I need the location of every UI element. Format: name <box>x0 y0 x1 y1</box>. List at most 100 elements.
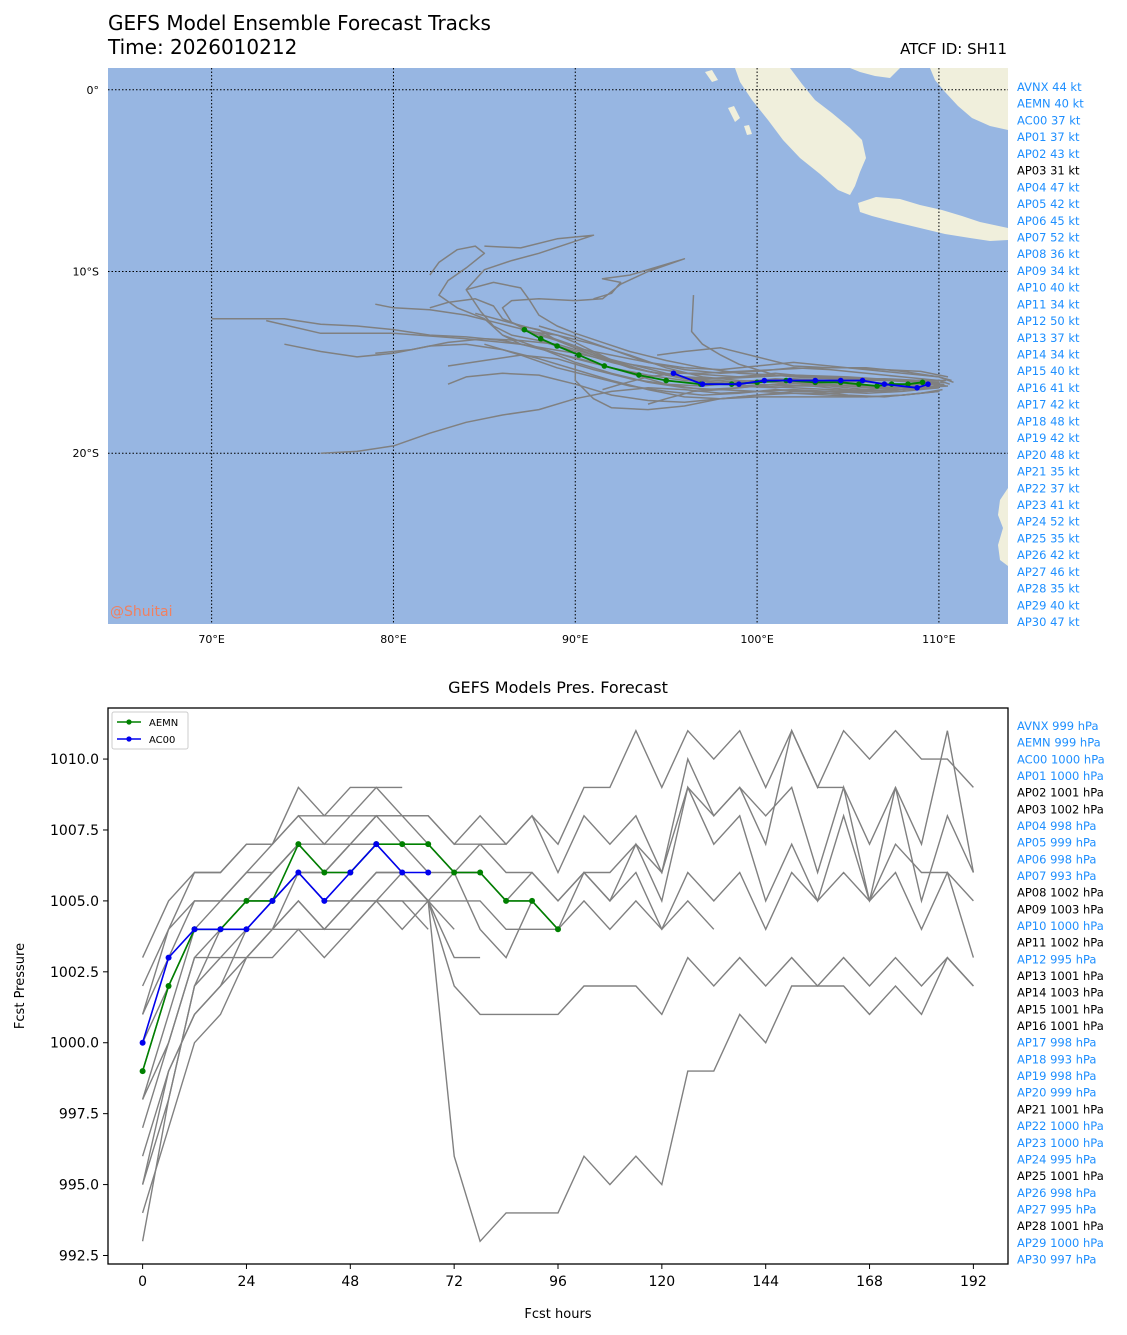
pressure-label: AP17 998 hPa <box>1017 1036 1096 1050</box>
x-tick-label: 48 <box>341 1274 359 1290</box>
land-small-island-3 <box>705 70 718 82</box>
intensity-label: AP27 46 kt <box>1017 565 1080 579</box>
intensity-label: AP18 48 kt <box>1017 414 1080 428</box>
ac00-pressure-point <box>191 926 198 933</box>
ac00-pressure-point <box>217 926 224 933</box>
ac00-pressure-point <box>165 954 172 961</box>
ac00-track-point <box>812 377 819 384</box>
pressure-label: AP22 1000 hPa <box>1017 1119 1104 1133</box>
aemn-track-point <box>521 326 528 333</box>
pressure-label: AP18 993 hPa <box>1017 1052 1096 1066</box>
pressure-axis-ticks: 0 24 48 72 96 120 144 168 192 992.5 995.0 997.5 1000… <box>50 752 987 1290</box>
y-tick-label: 1010.0 <box>50 752 99 768</box>
map-lon-tick-label: 80°E <box>380 633 406 646</box>
ac00-track-point <box>670 370 677 377</box>
intensity-label: AP07 52 kt <box>1017 230 1080 244</box>
ac00-track-point <box>699 381 706 387</box>
ac00-pressure-point <box>373 841 380 848</box>
ac00-pressure-point <box>399 869 406 876</box>
map-tick-labels: 70°E 80°E 90°E 100°E 110°E 0° 10°S 20°S <box>73 84 956 646</box>
aemn-pressure-point <box>399 841 406 848</box>
aemn-pressure-point <box>243 897 250 904</box>
pressure-label: AP09 1003 hPa <box>1017 902 1104 916</box>
intensity-label: AP15 40 kt <box>1017 364 1080 378</box>
pressure-label: AP03 1002 hPa <box>1017 802 1104 816</box>
y-tick-label: 1005.0 <box>50 894 99 910</box>
intensity-label: AP30 47 kt <box>1017 615 1080 629</box>
map-lon-tick-label: 70°E <box>198 633 224 646</box>
intensity-label: AVNX 44 kt <box>1017 80 1082 94</box>
pressure-chart: GEFS Models Pres. Forecast 0 24 48 72 96 120 1… <box>13 678 1105 1322</box>
x-tick-label: 24 <box>238 1274 256 1290</box>
x-tick-label: 144 <box>752 1274 779 1290</box>
aemn-pressure-point <box>477 869 484 876</box>
intensity-label: AP29 40 kt <box>1017 598 1080 612</box>
aemn-pressure-point <box>503 897 510 904</box>
intensity-label: AP20 48 kt <box>1017 448 1080 462</box>
intensity-label: AP17 42 kt <box>1017 398 1080 412</box>
intensity-label: AP25 35 kt <box>1017 531 1080 545</box>
ac00-pressure-point <box>425 869 432 876</box>
intensity-label: AC00 37 kt <box>1017 113 1081 127</box>
member-pressure-line <box>141 871 481 1185</box>
pressure-label: AP20 999 hPa <box>1017 1086 1096 1100</box>
member-track <box>284 343 939 400</box>
landmass <box>705 68 1008 566</box>
pressure-label: AP24 995 hPa <box>1017 1152 1096 1166</box>
ac00-pressure-point <box>295 869 302 876</box>
intensity-label: AP21 35 kt <box>1017 465 1080 479</box>
ac00-track-point <box>925 381 931 387</box>
map-lon-tick-label: 110°E <box>922 633 955 646</box>
aemn-track-point <box>856 381 862 387</box>
x-axis-label: Fcst hours <box>524 1307 591 1322</box>
y-tick-label: 997.5 <box>59 1107 99 1123</box>
ac00-track-point <box>837 377 844 384</box>
x-tick-label: 192 <box>960 1274 987 1290</box>
aemn-pressure-point <box>529 897 536 904</box>
track-map: 70°E 80°E 90°E 100°E 110°E 0° 10°S 20°S @Shuita… <box>73 68 1084 646</box>
pressure-label: AP06 998 hPa <box>1017 852 1096 866</box>
aemn-track-point <box>554 343 560 349</box>
pressure-label: AP25 1001 hPa <box>1017 1169 1104 1183</box>
map-lon-tick-label: 90°E <box>562 633 588 646</box>
pressure-label: AVNX 999 hPa <box>1017 719 1099 733</box>
ac00-pressure-point <box>243 926 250 933</box>
member-track <box>501 258 939 391</box>
map-lon-tick-label: 100°E <box>740 633 773 646</box>
pressure-label: AP29 1000 hPa <box>1017 1236 1104 1250</box>
y-tick-label: 1002.5 <box>50 965 99 981</box>
intensity-label: AP09 34 kt <box>1017 264 1080 278</box>
intensity-label: AP22 37 kt <box>1017 481 1080 495</box>
intensity-label: AP04 47 kt <box>1017 180 1080 194</box>
aemn-pressure-point <box>295 841 302 848</box>
pressure-label: AP27 995 hPa <box>1017 1202 1096 1216</box>
ac00-pressure-point <box>347 869 354 876</box>
aemn-pressure-point <box>139 1068 146 1075</box>
y-tick-label: 995.0 <box>59 1178 99 1194</box>
figure-time: Time: 2026010212 <box>107 35 297 59</box>
member-pressure-line <box>141 784 975 987</box>
ac00-track-point <box>881 381 888 387</box>
intensity-label: AP11 34 kt <box>1017 297 1080 311</box>
ac00-pressure-point <box>139 1039 146 1046</box>
intensity-label: AP08 36 kt <box>1017 247 1080 261</box>
ac00-pressure-line <box>141 843 429 1043</box>
intensity-label: AP16 41 kt <box>1017 381 1080 395</box>
pressure-label: AP04 998 hPa <box>1017 819 1096 833</box>
pressure-label: AP23 1000 hPa <box>1017 1136 1104 1150</box>
pressure-label: AP05 999 hPa <box>1017 836 1096 850</box>
member-track <box>690 295 939 384</box>
ensemble-tracks <box>211 234 954 454</box>
intensity-label: AP26 42 kt <box>1017 548 1080 562</box>
ac00-track-point <box>914 384 920 391</box>
pressure-label: AP28 1001 hPa <box>1017 1219 1104 1233</box>
ac00-track-point <box>859 377 866 384</box>
pressure-label: AP15 1001 hPa <box>1017 1002 1104 1016</box>
aemn-track-point <box>874 383 880 389</box>
plot-area <box>108 708 1008 1264</box>
land-sumatra <box>735 68 866 195</box>
aemn-pressure-point <box>165 983 172 989</box>
aemn-track-point <box>601 363 608 369</box>
ac00-track-point <box>787 377 793 384</box>
pressure-label: AP21 1001 hPa <box>1017 1102 1104 1116</box>
